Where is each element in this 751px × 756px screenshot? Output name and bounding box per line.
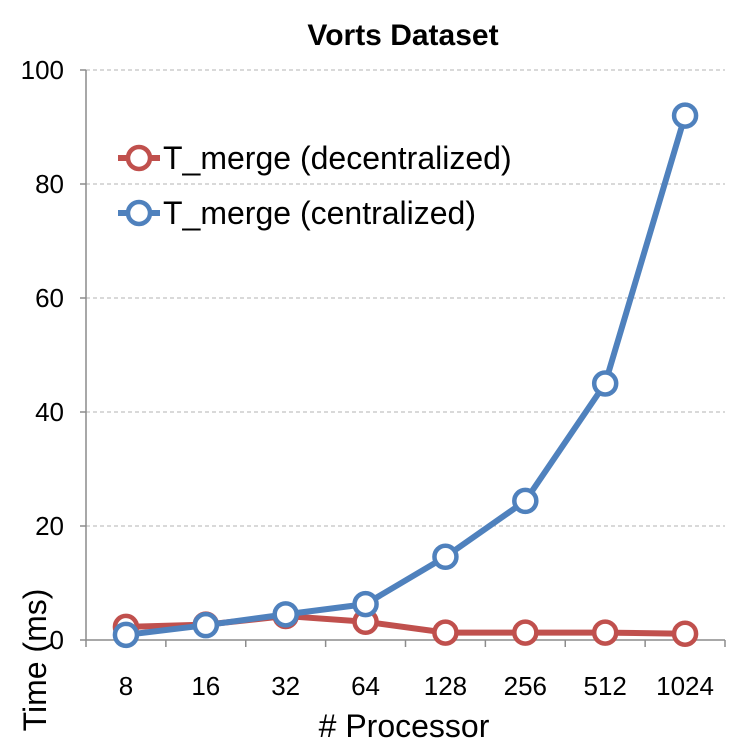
x-tick-label: 512 (583, 671, 626, 701)
x-tick-label: 128 (424, 671, 467, 701)
legend: T_merge (decentralized) T_merge (centrali… (118, 140, 512, 231)
x-tick-label: 16 (191, 671, 220, 701)
legend-marker (125, 144, 153, 172)
legend-item-centralized: T_merge (centralized) (118, 195, 476, 231)
axes (80, 69, 726, 647)
x-tick-label: 8 (119, 671, 133, 701)
data-point-decentralized (671, 620, 699, 647)
data-point-centralized (591, 370, 619, 397)
data-point-decentralized (512, 619, 539, 646)
data-point-decentralized (591, 619, 619, 646)
data-point-decentralized (432, 619, 459, 646)
gridlines (86, 69, 725, 527)
x-tick-labels: 8 16 32 64 128 256 512 1024 (119, 671, 714, 701)
x-tick-label: 32 (271, 671, 300, 701)
y-tick-label: 40 (35, 397, 64, 427)
series-centralized (112, 102, 699, 649)
legend-label: T_merge (centralized) (163, 195, 476, 231)
y-tick-label: 60 (35, 283, 64, 313)
x-axis-label: # Processor (319, 708, 490, 744)
data-point-centralized (432, 543, 459, 571)
y-tick-label: 20 (35, 511, 64, 541)
y-tick-label: 100 (21, 55, 64, 85)
data-point-centralized (671, 102, 699, 129)
legend-item-decentralized: T_merge (decentralized) (118, 140, 512, 176)
data-point-centralized (352, 590, 379, 618)
y-tick-label: 0 (50, 625, 64, 655)
legend-label: T_merge (decentralized) (163, 140, 512, 176)
data-point-centralized (112, 621, 140, 649)
y-axis-label: Time (ms) (17, 589, 53, 732)
data-point-centralized (512, 487, 539, 515)
series-lines (112, 102, 699, 649)
x-tick-label: 64 (351, 671, 380, 701)
data-point-centralized (272, 601, 299, 628)
x-tick-label: 1024 (656, 671, 714, 701)
y-tick-label: 80 (35, 169, 64, 199)
chart-title: Vorts Dataset (307, 19, 498, 52)
series-line-centralized (122, 112, 689, 638)
y-tick-labels: 0 20 40 60 80 100 (21, 55, 64, 655)
x-tick-label: 256 (504, 671, 547, 701)
data-point-centralized (192, 611, 220, 639)
legend-marker (125, 199, 153, 227)
